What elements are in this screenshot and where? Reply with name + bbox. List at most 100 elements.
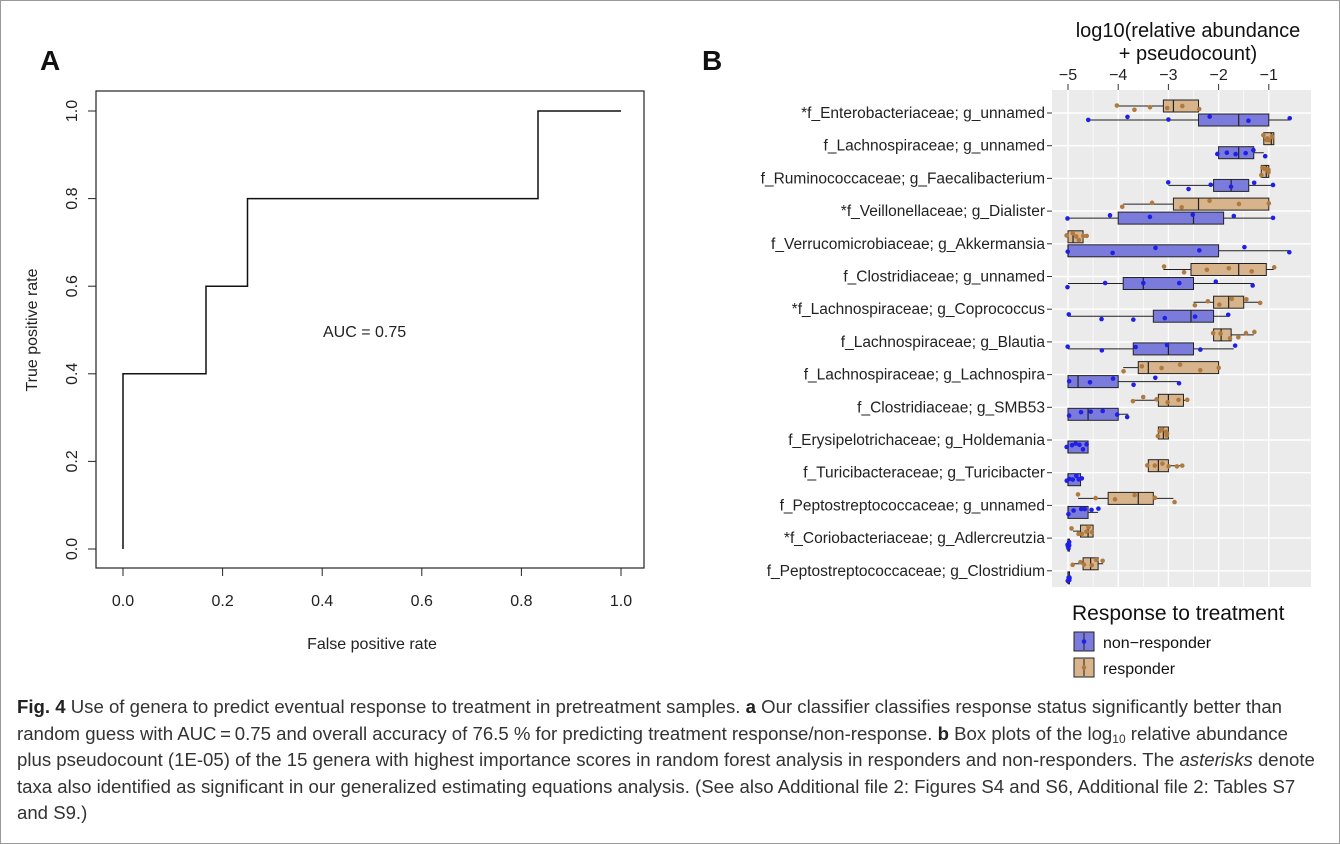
caption-b-italic: asterisks	[1179, 749, 1253, 770]
nonresponder-point	[1224, 150, 1230, 155]
boxplot-category-label: f_Turicibacteraceae; g_Turicibacter	[803, 465, 1045, 482]
responder-point	[1132, 107, 1137, 113]
legend-responder-key-point	[1081, 665, 1087, 670]
responder-point	[1207, 198, 1212, 204]
nonresponder-point	[1287, 115, 1293, 121]
responder-point	[1073, 234, 1079, 239]
nonresponder-point	[1066, 546, 1071, 551]
responder-point	[1075, 492, 1081, 497]
responder-point	[1229, 296, 1235, 302]
responder-point	[1140, 394, 1146, 400]
roc-x-tick-label: 1.0	[610, 593, 632, 610]
boxplot-x-tick-label: −1	[1260, 67, 1278, 84]
nonresponder-point	[1067, 476, 1072, 482]
responder-point	[1227, 335, 1233, 341]
nonresponder-point	[1225, 312, 1231, 318]
nonresponder-point	[1250, 283, 1255, 288]
caption-a-text: Our classifier classifies response statu…	[17, 696, 1283, 744]
responder-point	[1244, 296, 1249, 302]
responder-point	[1205, 298, 1211, 304]
responder-point	[1070, 562, 1075, 568]
responder-point	[1235, 334, 1241, 340]
responder-point	[1197, 367, 1203, 373]
nonresponder-point	[1153, 245, 1158, 251]
nonresponder-point	[1270, 182, 1276, 188]
nonresponder-point	[1164, 342, 1170, 348]
nonresponder-point	[1186, 186, 1191, 192]
roc-axes: 0.0 0.2 0.4 0.6 0.8 1.0 0.0 0.2 0.4 0.6 0.8 1.0	[64, 100, 632, 610]
nonresponder-point	[1079, 476, 1085, 481]
caption-b-label: b	[937, 722, 949, 744]
responder-point	[1216, 365, 1221, 371]
nonresponder-point	[1065, 344, 1070, 349]
caption-b-subscript: 10	[1112, 731, 1126, 746]
nonresponder-point	[1190, 212, 1196, 218]
nonresponder-point	[1069, 442, 1075, 448]
roc-x-tick-label: 0.4	[311, 593, 333, 610]
nonresponder-point	[1102, 280, 1108, 286]
nonresponder-point	[1153, 375, 1158, 381]
responder-point	[1210, 330, 1216, 336]
responder-point	[1174, 464, 1180, 469]
boxplot-category-labels: *f_Enterobacteriaceae; g_unnamed f_Lachno…	[761, 105, 1052, 580]
nonresponder-point	[1082, 506, 1088, 512]
responder-point	[1084, 529, 1089, 534]
responder-point	[1079, 531, 1085, 537]
responder-point	[1204, 267, 1210, 273]
responder-point	[1266, 201, 1272, 206]
responder-point	[1076, 531, 1081, 537]
responder-point	[1172, 499, 1177, 505]
roc-y-tick-label: 1.0	[64, 100, 81, 122]
nonresponder-point	[1087, 379, 1093, 385]
nonresponder-point	[1207, 114, 1212, 119]
boxplot-legend: Response to treatment non−responder resp…	[1072, 602, 1285, 678]
responder-point	[1064, 233, 1069, 238]
responder-point	[1094, 557, 1099, 563]
nonresponder-point	[1110, 250, 1115, 256]
nonresponder-point	[1192, 314, 1198, 319]
nonresponder-point	[1228, 184, 1234, 190]
boxplot-category-label: f_Lachnospiraceae; g_unnamed	[824, 138, 1045, 155]
boxplot-category-label: f_Clostridiaceae; g_SMB53	[857, 399, 1045, 416]
responder-point	[1179, 204, 1184, 210]
roc-y-tick-label: 0.0	[64, 538, 81, 560]
nonresponder-point	[1096, 506, 1101, 511]
nonresponder-point	[1165, 180, 1171, 185]
responder-point	[1179, 463, 1185, 468]
nonresponder-point	[1085, 117, 1091, 123]
nonresponder-point	[1131, 317, 1136, 322]
nonresponder-point	[1107, 213, 1113, 218]
responder-point	[1086, 524, 1091, 530]
nonresponder-point	[1066, 539, 1072, 545]
nonresponder-point	[1073, 473, 1079, 479]
nonresponder-point	[1066, 413, 1072, 418]
boxplot-x-tick-label: −2	[1209, 67, 1227, 84]
responder-point	[1196, 106, 1202, 112]
nonresponder-point	[1089, 507, 1094, 513]
nonresponder-point	[1073, 441, 1078, 446]
nonresponder-point	[1066, 378, 1072, 384]
legend-nonresponder-label: non−responder	[1103, 635, 1212, 652]
caption-b-text-3: denote taxa also identified as significa…	[17, 749, 1315, 823]
nonresponder-box	[1117, 211, 1225, 225]
nonresponder-box	[1152, 309, 1215, 323]
nonresponder-point	[1088, 409, 1094, 414]
nonresponder-point	[1066, 511, 1071, 517]
legend-responder-label: responder	[1103, 661, 1176, 678]
nonresponder-point	[1176, 380, 1182, 386]
roc-y-axis-label: True positive rate	[24, 268, 41, 391]
nonresponder-box	[1067, 407, 1119, 421]
nonresponder-point	[1066, 312, 1072, 317]
nonresponder-point	[1141, 280, 1146, 286]
nonresponder-point	[1208, 182, 1214, 188]
responder-point	[1121, 368, 1126, 374]
responder-box	[1172, 197, 1270, 211]
nonresponder-point	[1080, 447, 1086, 452]
responder-point	[1112, 497, 1118, 502]
responder-point	[1218, 331, 1223, 336]
responder-point	[1181, 270, 1187, 275]
responder-point	[1152, 463, 1158, 468]
figure-caption: Fig. 4 Use of genera to predict eventual…	[17, 694, 1322, 827]
roc-y-tick-label: 0.8	[64, 187, 81, 209]
boxplot-x-axis: −5 −4 −3 −2 −1	[1059, 67, 1278, 90]
